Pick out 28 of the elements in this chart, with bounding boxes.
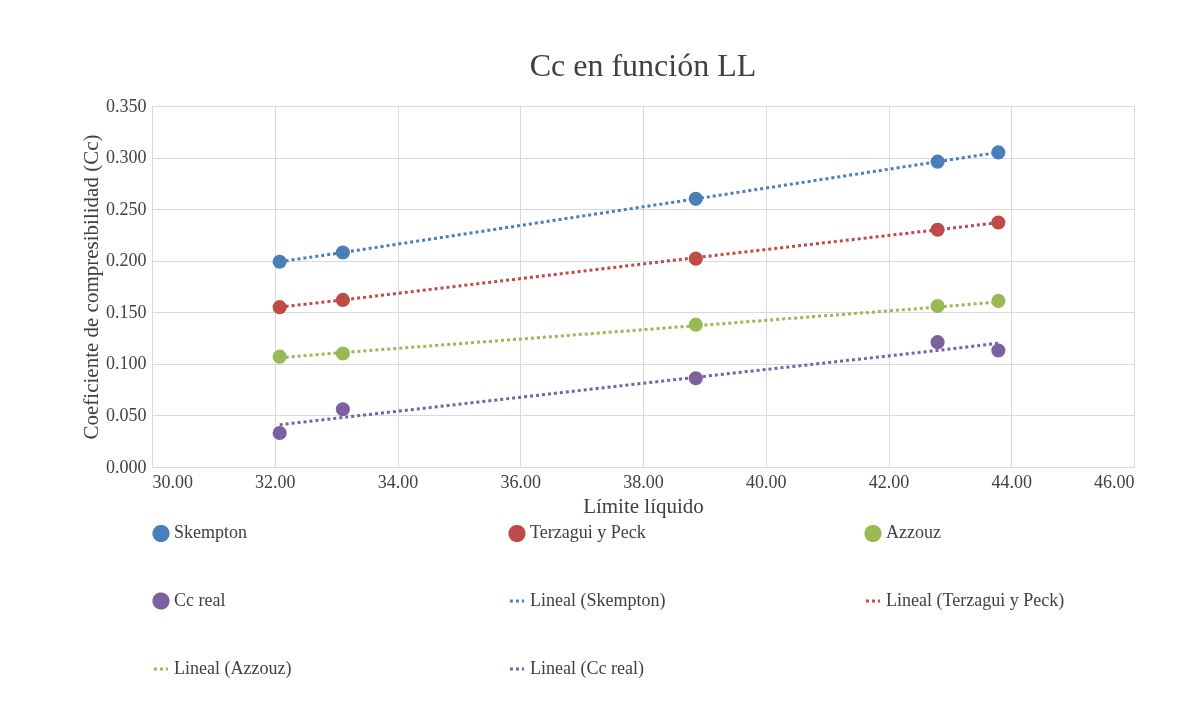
chart-title: Cc en función LL (529, 47, 757, 83)
y-tick-label: 0.150 (106, 301, 147, 322)
x-tick-label: 30.00 (152, 471, 193, 492)
x-tick-label: 38.00 (623, 471, 664, 492)
x-tick-label: 44.00 (991, 471, 1032, 492)
x-tick-label: 32.00 (255, 471, 296, 492)
legend-label: Lineal (Skempton) (530, 590, 666, 611)
y-tick-label: 0.050 (106, 404, 147, 425)
y-axis-title: Coeficiente de compresibilidad (Cc) (79, 134, 103, 440)
legend-label: Azzouz (886, 522, 941, 543)
y-tick-label: 0.000 (106, 456, 147, 477)
legend-label: Skempton (174, 522, 248, 543)
legend-label: Cc real (174, 590, 226, 610)
y-tick-label: 0.100 (106, 353, 147, 374)
x-tick-label: 34.00 (377, 471, 419, 492)
legend-label: Terzagui y Peck (530, 522, 646, 543)
y-tick-label: 0.200 (106, 250, 147, 271)
x-tick-label: 36.00 (500, 471, 541, 492)
x-tick-label: 46.00 (1094, 471, 1135, 492)
x-tick-label: 42.00 (868, 471, 910, 492)
legend-label: Lineal (Azzouz) (174, 658, 292, 679)
y-tick-label: 0.250 (106, 198, 147, 219)
y-tick-label: 0.300 (106, 147, 147, 168)
legend-label: Lineal (Cc real) (530, 658, 644, 679)
y-tick-label: 0.350 (106, 95, 147, 116)
legend-label: Lineal (Terzagui y Peck) (886, 590, 1065, 611)
x-axis-title: Límite líquido (583, 493, 704, 518)
x-tick-label: 40.00 (746, 471, 787, 492)
